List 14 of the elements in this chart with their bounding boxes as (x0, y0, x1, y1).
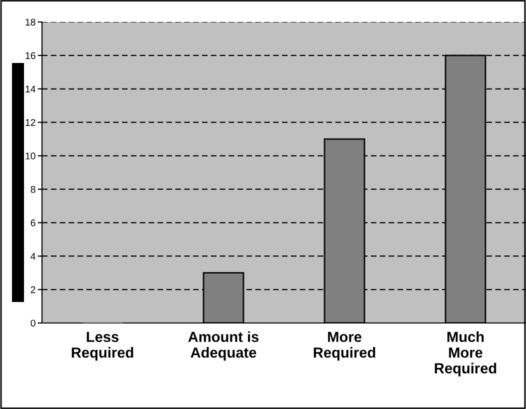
y-tick-label: 14 (26, 86, 36, 92)
x-tick-label: Amount is Adequate (188, 331, 259, 361)
y-tick-label: 16 (26, 52, 36, 60)
y-tick-label: 2 (30, 286, 36, 294)
y-tick-label: 4 (30, 252, 36, 260)
y-tick-label: 6 (30, 219, 36, 226)
y-tick-label: 0 (30, 320, 36, 327)
x-tick-label: More Required (314, 332, 376, 361)
x-tick-label: Much More Required (434, 331, 496, 376)
y-tick-label: 10 (26, 152, 36, 160)
y-tick-label: 12 (26, 119, 36, 126)
x-tick-label: Less Required (72, 332, 134, 361)
y-tick-label: 18 (26, 18, 36, 26)
y-tick-label: 8 (30, 186, 36, 193)
